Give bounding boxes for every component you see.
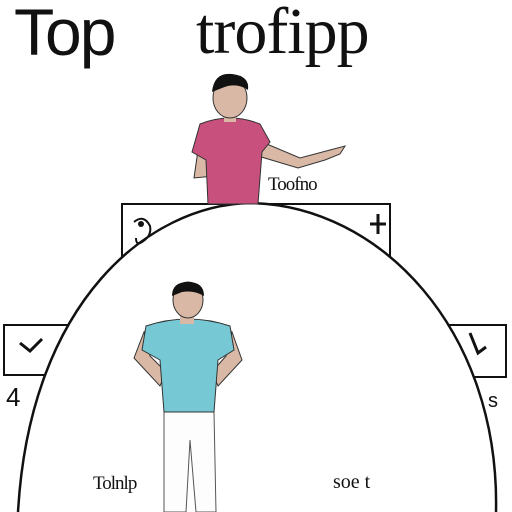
title-right: trofipp <box>196 0 370 68</box>
ear-icon <box>133 217 152 245</box>
label-bottom-right: soe t <box>333 471 371 493</box>
label-top-figure: Toofno <box>268 174 318 195</box>
plus-icon <box>370 214 386 234</box>
title-left: Top <box>14 0 116 69</box>
checkmark-icon-right <box>468 332 487 356</box>
label-bottom-left: Tolnlp <box>93 473 137 494</box>
bottom-person <box>133 281 243 512</box>
checkmark-icon-left <box>19 337 44 354</box>
label-left-side: 4 <box>6 382 21 412</box>
top-person <box>191 73 347 205</box>
arch <box>16 201 498 512</box>
label-right-side: s <box>488 390 498 412</box>
